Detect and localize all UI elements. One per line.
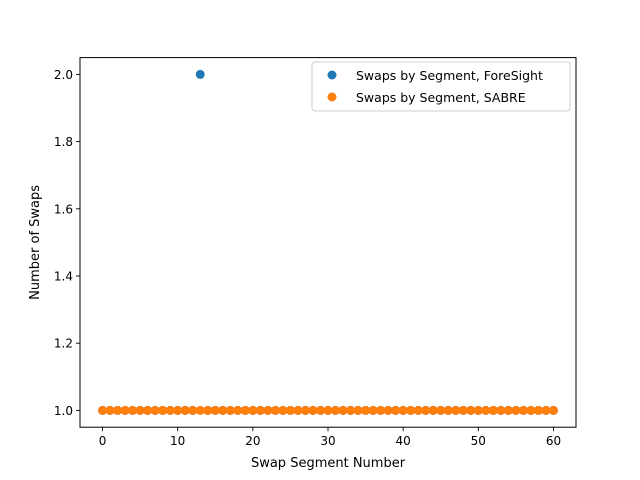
point-sabre	[263, 405, 273, 415]
point-sabre	[353, 405, 363, 415]
point-sabre	[391, 405, 401, 415]
point-sabre	[180, 405, 190, 415]
legend-marker-sabre	[327, 92, 337, 102]
point-sabre	[270, 405, 280, 415]
point-sabre	[368, 405, 378, 415]
y-axis-ticks: 1.0 1.2 1.4 1.6 1.8 2.0	[54, 68, 80, 418]
point-sabre	[300, 405, 310, 415]
point-sabre	[421, 405, 431, 415]
point-sabre	[165, 405, 175, 415]
x-tick-label: 20	[245, 434, 260, 448]
point-sabre	[120, 405, 130, 415]
point-sabre	[210, 405, 220, 415]
point-sabre	[143, 405, 153, 415]
point-sabre	[128, 405, 138, 415]
point-sabre	[376, 405, 386, 415]
point-sabre	[548, 405, 558, 415]
point-sabre	[466, 405, 476, 415]
x-tick-label: 60	[546, 434, 561, 448]
y-tick-label: 1.8	[54, 135, 73, 149]
point-sabre	[436, 405, 446, 415]
point-sabre	[406, 405, 416, 415]
point-foresight	[195, 69, 205, 79]
legend-label-sabre: Swaps by Segment, SABRE	[356, 90, 526, 105]
x-axis-label: Swap Segment Number	[251, 456, 406, 471]
point-sabre	[240, 405, 250, 415]
point-sabre	[361, 405, 371, 415]
y-tick-label: 1.6	[54, 202, 73, 216]
point-sabre	[383, 405, 393, 415]
point-sabre	[203, 405, 213, 415]
y-tick-label: 1.0	[54, 404, 73, 418]
point-sabre	[248, 405, 258, 415]
point-sabre	[105, 405, 115, 415]
legend-marker-foresight	[327, 70, 337, 80]
point-sabre	[218, 405, 228, 415]
point-sabre	[150, 405, 160, 415]
point-sabre	[135, 405, 145, 415]
legend: Swaps by Segment, ForeSight Swaps by Seg…	[311, 61, 571, 112]
x-tick-label: 40	[396, 434, 411, 448]
point-sabre	[113, 405, 123, 415]
legend-label-foresight: Swaps by Segment, ForeSight	[356, 68, 543, 83]
point-sabre	[195, 405, 205, 415]
point-sabre	[323, 405, 333, 415]
point-sabre	[473, 405, 483, 415]
point-sabre	[225, 405, 235, 415]
y-tick-label: 2.0	[54, 68, 73, 82]
y-tick-label: 1.2	[54, 337, 73, 351]
point-sabre	[308, 405, 318, 415]
point-sabre	[278, 405, 288, 415]
point-sabre	[158, 405, 168, 415]
point-sabre	[511, 405, 521, 415]
point-sabre	[413, 405, 423, 415]
point-sabre	[428, 405, 438, 415]
point-sabre	[488, 405, 498, 415]
legend-box	[311, 61, 571, 112]
data-points	[98, 69, 558, 415]
y-axis-label: Number of Swaps	[28, 185, 43, 300]
point-sabre	[188, 405, 198, 415]
point-sabre	[496, 405, 506, 415]
x-tick-label: 10	[170, 434, 185, 448]
point-sabre	[481, 405, 491, 415]
point-sabre	[443, 405, 453, 415]
x-tick-label: 0	[99, 434, 107, 448]
point-sabre	[541, 405, 551, 415]
y-tick-label: 1.4	[54, 270, 73, 284]
point-sabre	[451, 405, 461, 415]
plot-area-frame	[79, 57, 577, 428]
x-tick-label: 30	[320, 434, 335, 448]
point-sabre	[458, 405, 468, 415]
point-sabre	[503, 405, 513, 415]
point-sabre	[173, 405, 183, 415]
point-sabre	[98, 405, 108, 415]
point-sabre	[338, 405, 348, 415]
point-sabre	[255, 405, 265, 415]
x-axis-ticks: 0 10 20 30 40 50 60	[99, 427, 561, 448]
point-sabre	[293, 405, 303, 415]
point-sabre	[331, 405, 341, 415]
point-sabre	[526, 405, 536, 415]
point-sabre	[315, 405, 325, 415]
point-sabre	[398, 405, 408, 415]
x-tick-label: 50	[471, 434, 486, 448]
point-sabre	[518, 405, 528, 415]
point-sabre	[533, 405, 543, 415]
point-sabre	[346, 405, 356, 415]
point-sabre	[233, 405, 243, 415]
point-sabre	[285, 405, 295, 415]
